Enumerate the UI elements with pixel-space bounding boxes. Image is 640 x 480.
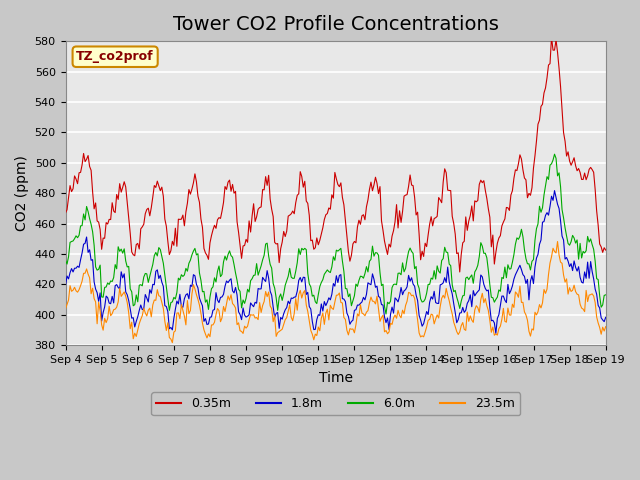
Y-axis label: CO2 (ppm): CO2 (ppm) <box>15 155 29 231</box>
Legend: 0.35m, 1.8m, 6.0m, 23.5m: 0.35m, 1.8m, 6.0m, 23.5m <box>151 392 520 415</box>
Text: TZ_co2prof: TZ_co2prof <box>76 50 154 63</box>
Title: Tower CO2 Profile Concentrations: Tower CO2 Profile Concentrations <box>173 15 499 34</box>
X-axis label: Time: Time <box>319 371 353 384</box>
